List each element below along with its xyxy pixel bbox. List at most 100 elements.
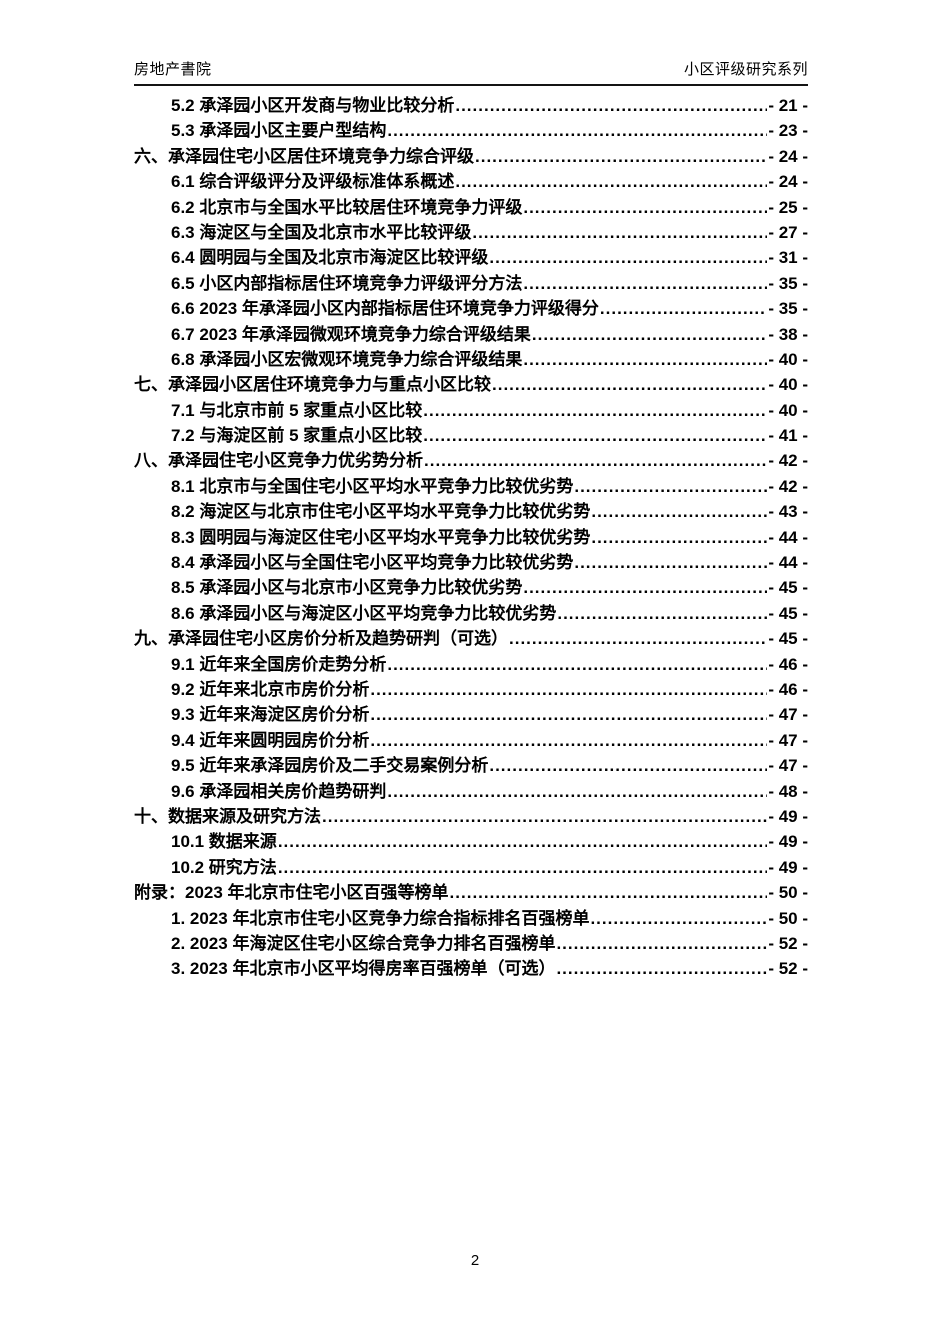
toc-entry-label: 6.7 2023 年承泽园微观环境竞争力综合评级结果 — [171, 324, 531, 344]
dot-leader: ........................................… — [531, 324, 767, 344]
toc-entry-page: - 40 - — [768, 349, 808, 369]
toc-entry[interactable]: 八、承泽园住宅小区竞争力优劣势分析.......................… — [134, 448, 808, 473]
dot-leader: ........................................… — [523, 273, 768, 293]
toc-entry[interactable]: 9.6 承泽园相关房价趋势研判.........................… — [134, 779, 808, 804]
dot-leader: ........................................… — [475, 146, 767, 166]
dot-leader: ........................................… — [277, 857, 768, 877]
dot-leader: ........................................… — [557, 603, 768, 623]
toc-entry[interactable]: 8.2 海淀区与北京市住宅小区平均水平竞争力比较优劣势.............… — [134, 499, 808, 524]
toc-entry-page: - 46 - — [768, 654, 808, 674]
dot-leader: ........................................… — [556, 933, 768, 953]
dot-leader: ........................................… — [387, 654, 767, 674]
toc-entry-label: 6.4 圆明园与全国及北京市海淀区比较评级 — [171, 248, 489, 268]
toc-entry[interactable]: 6.1 综合评级评分及评级标准体系概述.....................… — [134, 169, 808, 194]
toc-entry-label: 9.1 近年来全国房价走势分析 — [171, 654, 387, 674]
toc-entry[interactable]: 6.8 承泽园小区宏微观环境竞争力综合评级结果.................… — [134, 347, 808, 372]
toc-entry[interactable]: 9.4 近年来圆明园房价分析..........................… — [134, 728, 808, 753]
toc-entry-label: 十、数据来源及研究方法 — [134, 806, 321, 826]
toc-entry-page: - 48 - — [768, 781, 808, 801]
toc-entry[interactable]: 九、承泽园住宅小区房价分析及趋势研判（可选）..................… — [134, 626, 808, 651]
toc-entry-label: 8.3 圆明园与海淀区住宅小区平均水平竞争力比较优劣势 — [171, 527, 591, 547]
toc-entry-page: - 42 - — [768, 451, 808, 471]
toc-entry-label: 6.1 综合评级评分及评级标准体系概述 — [171, 172, 455, 192]
toc-entry-page: - 47 - — [768, 705, 808, 725]
dot-leader: ........................................… — [492, 375, 768, 395]
page-footer: 2 — [0, 1252, 950, 1269]
toc-entry-page: - 43 - — [768, 502, 808, 522]
dot-leader: ........................................… — [387, 121, 767, 141]
toc-entry[interactable]: 6.3 海淀区与全国及北京市水平比较评级....................… — [134, 220, 808, 245]
toc-entry[interactable]: 十、数据来源及研究方法.............................… — [134, 804, 808, 829]
header-right-text: 小区评级研究系列 — [683, 61, 808, 78]
toc-entry-page: - 24 - — [768, 146, 808, 166]
toc-entry-label: 9.2 近年来北京市房价分析 — [171, 679, 370, 699]
toc-entry[interactable]: 8.3 圆明园与海淀区住宅小区平均水平竞争力比较优劣势.............… — [134, 525, 808, 550]
toc-entry-label: 七、承泽园小区居住环境竞争力与重点小区比较 — [134, 375, 491, 395]
toc-entry[interactable]: 5.3 承泽园小区主要户型结构.........................… — [134, 118, 808, 143]
table-of-contents: 5.2 承泽园小区开发商与物业比较分析.....................… — [134, 93, 808, 982]
toc-entry[interactable]: 6.2 北京市与全国水平比较居住环境竞争力评级.................… — [134, 195, 808, 220]
toc-entry[interactable]: 5.2 承泽园小区开发商与物业比较分析.....................… — [134, 93, 808, 118]
toc-entry-label: 8.6 承泽园小区与海淀区小区平均竞争力比较优劣势 — [171, 603, 557, 623]
toc-entry-page: - 44 - — [768, 553, 808, 573]
toc-entry-label: 6.5 小区内部指标居住环境竞争力评级评分方法 — [171, 273, 523, 293]
dot-leader: ........................................… — [591, 502, 768, 522]
toc-entry-label: 6.8 承泽园小区宏微观环境竞争力综合评级结果 — [171, 349, 523, 369]
dot-leader: ........................................… — [556, 959, 768, 979]
toc-entry[interactable]: 6.5 小区内部指标居住环境竞争力评级评分方法.................… — [134, 271, 808, 296]
header-left-text: 房地产書院 — [134, 61, 212, 78]
dot-leader: ........................................… — [387, 781, 767, 801]
toc-entry-page: - 52 - — [768, 959, 808, 979]
dot-leader: ........................................… — [590, 908, 768, 928]
toc-entry-page: - 35 - — [768, 299, 808, 319]
dot-leader: ........................................… — [523, 197, 768, 217]
toc-entry-page: - 24 - — [768, 172, 808, 192]
toc-entry[interactable]: 附录：2023 年北京市住宅小区百强等榜单...................… — [134, 880, 808, 905]
toc-entry-label: 2. 2023 年海淀区住宅小区综合竞争力排名百强榜单 — [171, 933, 556, 953]
toc-entry-page: - 45 - — [768, 603, 808, 623]
toc-entry-page: - 42 - — [768, 476, 808, 496]
dot-leader: ........................................… — [509, 629, 768, 649]
toc-entry[interactable]: 6.4 圆明园与全国及北京市海淀区比较评级...................… — [134, 245, 808, 270]
dot-leader: ........................................… — [449, 883, 768, 903]
toc-entry[interactable]: 9.1 近年来全国房价走势分析.........................… — [134, 652, 808, 677]
toc-entry[interactable]: 6.7 2023 年承泽园微观环境竞争力综合评级结果..............… — [134, 322, 808, 347]
toc-entry[interactable]: 8.6 承泽园小区与海淀区小区平均竞争力比较优劣势...............… — [134, 601, 808, 626]
toc-entry[interactable]: 7.1 与北京市前 5 家重点小区比较.....................… — [134, 398, 808, 423]
toc-entry[interactable]: 7.2 与海淀区前 5 家重点小区比较.....................… — [134, 423, 808, 448]
toc-entry-page: - 49 - — [768, 832, 808, 852]
toc-entry-page: - 45 - — [768, 578, 808, 598]
toc-entry-page: - 50 - — [768, 908, 808, 928]
toc-entry[interactable]: 8.1 北京市与全国住宅小区平均水平竞争力比较优劣势..............… — [134, 474, 808, 499]
toc-entry-page: - 49 - — [768, 857, 808, 877]
toc-entry[interactable]: 六、承泽园住宅小区居住环境竞争力综合评级....................… — [134, 144, 808, 169]
toc-entry-label: 八、承泽园住宅小区竞争力优劣势分析 — [134, 451, 423, 471]
toc-entry[interactable]: 1. 2023 年北京市住宅小区竞争力综合指标排名百强榜单...........… — [134, 906, 808, 931]
toc-entry[interactable]: 七、承泽园小区居住环境竞争力与重点小区比较...................… — [134, 372, 808, 397]
toc-entry-page: - 25 - — [768, 197, 808, 217]
toc-entry-page: - 50 - — [768, 883, 808, 903]
toc-entry-label: 6.3 海淀区与全国及北京市水平比较评级 — [171, 222, 472, 242]
toc-entry[interactable]: 6.6 2023 年承泽园小区内部指标居住环境竞争力评级得分..........… — [134, 296, 808, 321]
toc-entry-label: 九、承泽园住宅小区房价分析及趋势研判（可选） — [134, 629, 508, 649]
toc-entry-label: 8.4 承泽园小区与全国住宅小区平均竞争力比较优劣势 — [171, 553, 574, 573]
toc-entry-page: - 47 - — [768, 756, 808, 776]
toc-entry-page: - 46 - — [768, 679, 808, 699]
toc-entry[interactable]: 2. 2023 年海淀区住宅小区综合竞争力排名百强榜单.............… — [134, 931, 808, 956]
dot-leader: ........................................… — [370, 679, 767, 699]
toc-entry-page: - 27 - — [768, 222, 808, 242]
page-header: 房地产書院 小区评级研究系列 — [134, 58, 808, 86]
toc-entry[interactable]: 9.3 近年来海淀区房价分析..........................… — [134, 702, 808, 727]
toc-entry-page: - 45 - — [768, 629, 808, 649]
toc-entry[interactable]: 10.1 数据来源...............................… — [134, 829, 808, 854]
dot-leader: ........................................… — [455, 172, 767, 192]
toc-entry[interactable]: 10.2 研究方法...............................… — [134, 855, 808, 880]
toc-entry-page: - 35 - — [768, 273, 808, 293]
toc-entry[interactable]: 8.5 承泽园小区与北京市小区竞争力比较优劣势.................… — [134, 575, 808, 600]
toc-entry[interactable]: 3. 2023 年北京市小区平均得房率百强榜单（可选）.............… — [134, 956, 808, 981]
toc-entry[interactable]: 9.2 近年来北京市房价分析..........................… — [134, 677, 808, 702]
toc-entry[interactable]: 8.4 承泽园小区与全国住宅小区平均竞争力比较优劣势..............… — [134, 550, 808, 575]
dot-leader: ........................................… — [455, 96, 767, 115]
toc-entry[interactable]: 9.5 近年来承泽园房价及二手交易案例分析...................… — [134, 753, 808, 778]
